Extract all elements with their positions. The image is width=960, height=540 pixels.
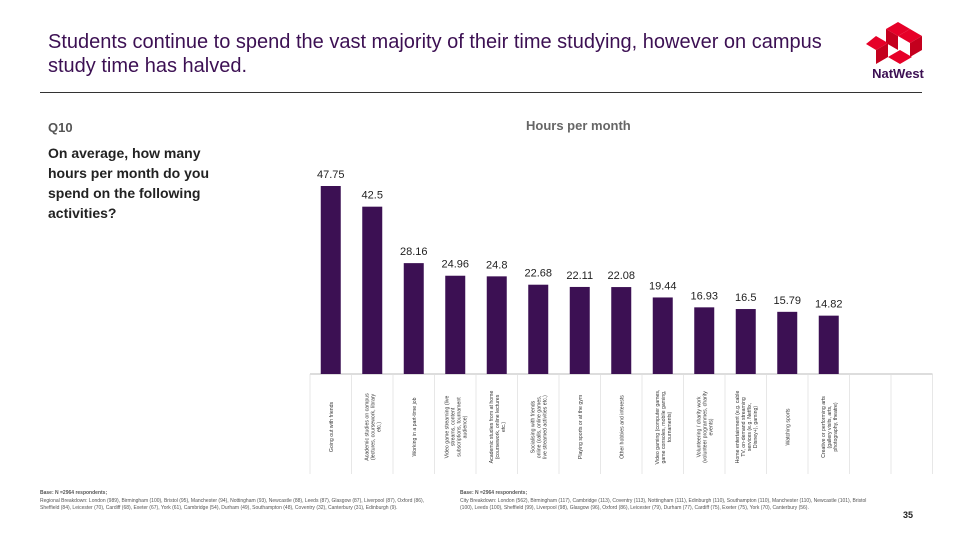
- bar: [445, 275, 466, 374]
- x-tick-label-line: (gallery visits, arts,: [827, 406, 833, 449]
- x-tick-label-line: tournaments): [667, 411, 673, 442]
- bar: [611, 287, 632, 374]
- bar: [486, 276, 507, 374]
- x-tick-label-line: Video gaming (computer games,: [655, 390, 661, 465]
- bar: [528, 284, 549, 374]
- x-tick-label-line: Playing sports or at the gym: [578, 395, 584, 459]
- x-tick-label: Creative or performing arts(gallery visi…: [821, 396, 839, 458]
- footnote-right-text: City Breakdown: London (562), Birmingham…: [460, 497, 867, 512]
- x-tick-label: Video game streaming (livestreams, conte…: [444, 396, 468, 459]
- title-divider: [40, 92, 922, 93]
- bar: [320, 186, 341, 374]
- x-tick-label: Watching sports: [785, 408, 791, 445]
- bar: [403, 263, 424, 374]
- bar-value-label: 24.96: [441, 259, 469, 271]
- bar-value-label: 14.82: [815, 299, 843, 311]
- x-tick-label-line: Watching sports: [785, 408, 791, 445]
- bar-value-label: 19.44: [649, 280, 677, 292]
- x-tick-label-line: subscriptions, tournament: [456, 397, 462, 457]
- bar-value-label: 22.68: [524, 268, 552, 280]
- natwest-logo-icon: [866, 22, 922, 64]
- x-tick-label-line: Disney+), gaming): [753, 406, 759, 449]
- x-tick-label: Working in a part-time job: [412, 397, 418, 456]
- x-tick-label-line: (coursework, online lectures: [495, 394, 501, 459]
- x-tick-label-line: services (e.g. Netflix,: [747, 403, 753, 451]
- x-tick-label-line: Home entertainment (e.g. cable: [735, 391, 741, 464]
- bar: [818, 315, 839, 374]
- bar: [735, 309, 756, 374]
- x-tick-label: Video gaming (computer games,game consol…: [655, 390, 673, 465]
- bar-value-label: 22.11: [566, 270, 593, 282]
- bar-value-label: 16.5: [735, 292, 756, 304]
- bar-value-label: 15.79: [773, 295, 801, 307]
- bar-value-label: 28.16: [400, 246, 428, 258]
- x-tick-label-line: (lectures, coursework, library: [370, 393, 376, 460]
- question-text: On average, how many hours per month do …: [48, 145, 209, 221]
- bar: [777, 311, 798, 374]
- x-tick-label: Other hobbies and interests: [619, 395, 625, 459]
- x-tick-label-line: Going out with friends: [329, 402, 335, 453]
- x-tick-label: Playing sports or at the gym: [578, 395, 584, 459]
- x-tick-label: Going out with friends: [329, 402, 335, 453]
- x-tick-label-line: etc.): [376, 422, 382, 432]
- bar-value-label: 47.75: [317, 169, 345, 181]
- x-tick-label-line: Academic studies on campus: [364, 393, 370, 461]
- bar-value-label: 42.5: [362, 190, 383, 202]
- logo-text: NatWest: [872, 66, 924, 81]
- x-tick-label-line: Creative or performing arts: [821, 396, 827, 458]
- x-tick-label: Academic studies on campus(lectures, cou…: [364, 393, 382, 461]
- footnote-right-title: Base: N =2964 respondents;: [460, 490, 528, 496]
- bar-value-label: 24.8: [486, 259, 507, 271]
- bar: [694, 307, 715, 374]
- x-tick-label-line: game consoles, mobile gaming,: [661, 391, 667, 464]
- footnote-left-text: Regional Breakdown: London (989), Birmin…: [40, 497, 425, 512]
- page-number: 35: [903, 510, 914, 520]
- x-tick-label-line: Academic studies from at home: [489, 391, 495, 464]
- x-tick-label-line: (volunteer programmes, charity: [702, 391, 708, 463]
- x-tick-label-line: photography, theatre): [833, 402, 839, 451]
- x-tick-label-line: Volunteering / charity work: [696, 396, 702, 457]
- x-tick-label-line: Socialising with friends: [530, 400, 536, 453]
- x-tick-label-line: audience): [462, 415, 468, 438]
- x-tick-label-line: Other hobbies and interests: [619, 395, 625, 459]
- x-tick-label-line: events): [708, 418, 714, 435]
- x-tick-label-line: TV, on-demand streaming: [741, 397, 747, 457]
- question-number: Q10: [48, 120, 73, 135]
- x-tick-label-line: streams, content: [450, 407, 456, 446]
- x-tick-label: Academic studies from at home(coursework…: [489, 391, 507, 464]
- x-tick-label-line: online (calls, online games,: [536, 396, 542, 459]
- x-tick-label: Home entertainment (e.g. cableTV, on-dem…: [735, 391, 759, 464]
- bar: [362, 206, 383, 374]
- bar-value-label: 16.93: [690, 290, 718, 302]
- x-tick-label-line: live streamed activities etc.): [542, 395, 548, 459]
- x-tick-label-line: Working in a part-time job: [412, 397, 418, 456]
- bar-value-label: 22.08: [607, 270, 635, 282]
- x-tick-label-line: etc.): [501, 422, 507, 432]
- x-tick-label: Volunteering / charity work(volunteer pr…: [696, 391, 714, 463]
- footnote-regional-base: Base: N =2964 respondents; Regional Brea…: [40, 490, 440, 513]
- footnote-left-title: Base: N =2964 respondents;: [40, 490, 108, 496]
- x-tick-label: Socialising with friendsonline (calls, o…: [530, 395, 548, 459]
- slide-title: Students continue to spend the vast majo…: [48, 31, 822, 77]
- x-tick-label-line: Video game streaming (live: [444, 396, 450, 459]
- footnote-city-base: Base: N =2964 respondents; City Breakdow…: [460, 490, 880, 513]
- bar: [652, 297, 673, 374]
- bar: [569, 286, 590, 374]
